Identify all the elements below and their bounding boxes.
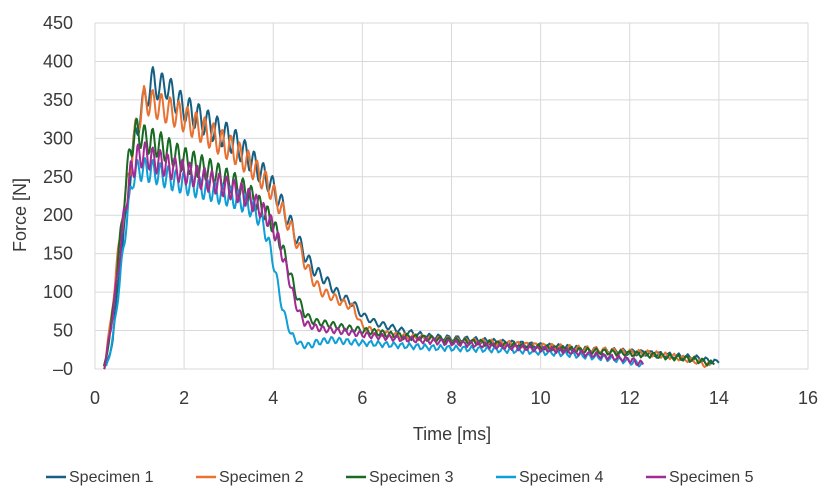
x-tick-label: 14 bbox=[709, 388, 729, 408]
legend-label: Specimen 4 bbox=[519, 469, 604, 486]
x-tick-label: 12 bbox=[620, 388, 640, 408]
x-tick-label: 10 bbox=[531, 388, 551, 408]
x-tick-label: 6 bbox=[357, 388, 367, 408]
y-tick-label: 300 bbox=[43, 128, 73, 148]
y-tick-label: 200 bbox=[43, 205, 73, 225]
legend-label: Specimen 3 bbox=[369, 469, 454, 486]
x-tick-label: 16 bbox=[798, 388, 818, 408]
y-tick-label: 50 bbox=[53, 321, 73, 341]
series-line-specimen-1 bbox=[105, 66, 720, 367]
series-line-specimen-4 bbox=[105, 157, 644, 368]
axis-ticks: –0 50 100 150 200 250 300 350 400 450 0 2 4 6 8 10 12 14 1… bbox=[43, 13, 818, 408]
legend-label: Specimen 5 bbox=[669, 469, 754, 486]
y-tick-label: –0 bbox=[53, 359, 73, 379]
plot-area bbox=[102, 66, 720, 370]
x-axis-title: Time [ms] bbox=[413, 424, 491, 444]
series-line-specimen-3 bbox=[102, 117, 716, 367]
y-tick-label: 350 bbox=[43, 90, 73, 110]
x-tick-label: 2 bbox=[179, 388, 189, 408]
y-tick-label: 450 bbox=[43, 13, 73, 33]
legend-label: Specimen 1 bbox=[69, 469, 154, 486]
legend: Specimen 1 Specimen 2 Specimen 3 Specimen 4… bbox=[46, 469, 754, 486]
series-line-specimen-2 bbox=[102, 85, 711, 370]
y-tick-label: 400 bbox=[43, 51, 73, 71]
legend-label: Specimen 2 bbox=[219, 469, 304, 486]
y-tick-label: 250 bbox=[43, 167, 73, 187]
x-tick-label: 0 bbox=[90, 388, 100, 408]
x-tick-label: 4 bbox=[268, 388, 278, 408]
y-tick-label: 100 bbox=[43, 282, 73, 302]
y-axis-title: Force [N] bbox=[10, 178, 30, 252]
x-tick-label: 8 bbox=[446, 388, 456, 408]
y-tick-label: 150 bbox=[43, 244, 73, 264]
series-line-specimen-5 bbox=[103, 141, 644, 370]
